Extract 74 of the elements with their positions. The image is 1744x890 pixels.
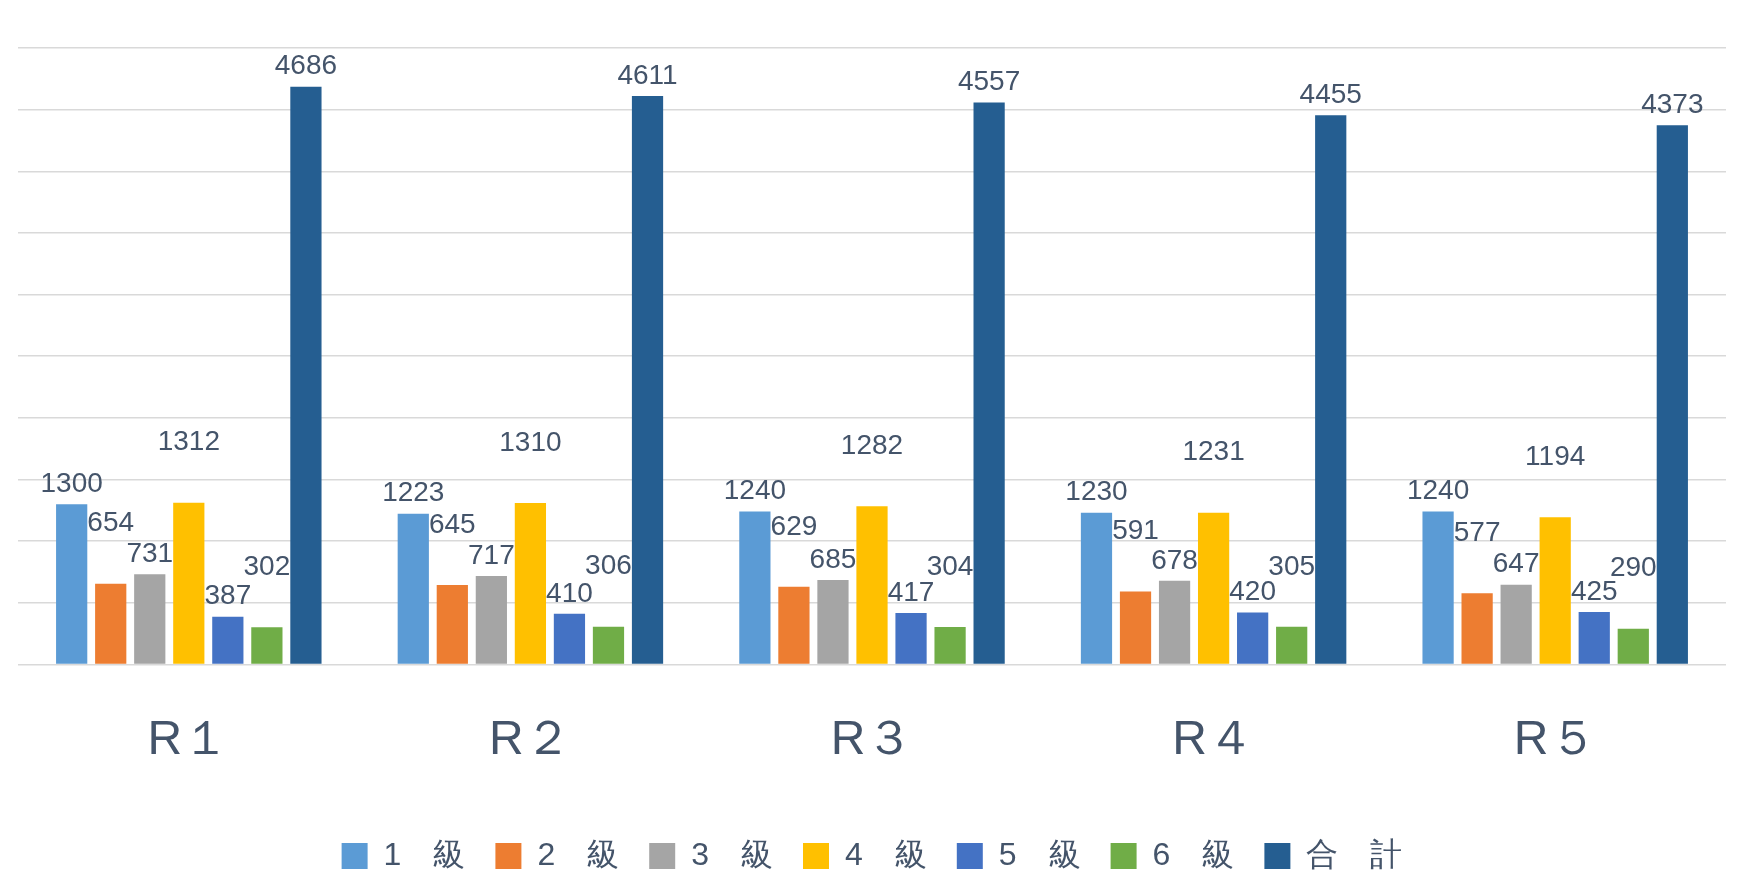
data-label: 591	[1112, 514, 1159, 546]
bar	[934, 626, 966, 664]
bar	[475, 576, 507, 664]
bar	[973, 102, 1005, 664]
bar	[1119, 591, 1152, 664]
data-label: 1310	[499, 425, 562, 457]
data-label: 731	[126, 537, 174, 568]
data-label: 4686	[274, 49, 338, 81]
bar	[817, 579, 849, 664]
x-tick-label: R３	[830, 711, 914, 765]
legend-label: 3 級	[691, 835, 773, 872]
bar	[56, 504, 88, 664]
bar	[631, 95, 664, 664]
bar	[1539, 517, 1571, 664]
legend-label: 1 級	[383, 835, 466, 872]
data-label: 1312	[157, 425, 220, 457]
data-label: 678	[1151, 543, 1198, 575]
legend-label: 4 級	[845, 835, 927, 872]
data-label: 4455	[1299, 77, 1362, 109]
data-label: 1230	[1065, 475, 1128, 507]
bar	[1158, 580, 1191, 664]
bar	[1197, 512, 1230, 664]
x-tick-label: R２	[489, 711, 572, 765]
bar	[592, 626, 625, 664]
data-label: 1300	[40, 466, 103, 498]
data-label: 1223	[382, 476, 445, 508]
data-label: 1282	[840, 429, 904, 461]
legend-label: 合 計	[1306, 835, 1403, 872]
bar	[553, 613, 586, 664]
bar	[1315, 115, 1347, 664]
data-label: 645	[428, 507, 476, 539]
bar	[290, 86, 322, 664]
data-label: 387	[204, 579, 252, 611]
data-label: 4611	[617, 58, 678, 90]
data-label: 1194	[1525, 439, 1586, 471]
bar	[1422, 511, 1454, 664]
legend-label: 2 級	[537, 835, 620, 872]
bar	[778, 586, 810, 664]
bar	[514, 502, 547, 664]
bar	[856, 506, 888, 664]
bar	[397, 513, 429, 664]
bar	[95, 583, 127, 664]
bar	[1237, 612, 1269, 664]
data-label: 1231	[1182, 435, 1245, 467]
bar	[436, 584, 468, 664]
bar	[1276, 626, 1308, 664]
data-label: 577	[1453, 515, 1501, 547]
x-tick-label: R１	[147, 711, 231, 765]
x-tick-label: R５	[1513, 711, 1597, 765]
data-label: 302	[243, 549, 291, 581]
bar	[1617, 628, 1649, 664]
data-label: 1240	[1406, 474, 1470, 506]
bar	[1656, 125, 1688, 664]
bar	[173, 502, 205, 664]
bar	[212, 616, 244, 664]
legend-label: 6 級	[1152, 835, 1235, 872]
bar	[1461, 593, 1493, 664]
data-label: 685	[809, 542, 857, 574]
data-label: 4557	[957, 65, 1021, 97]
data-label: 1240	[723, 474, 787, 506]
bar	[251, 627, 283, 664]
bar	[1500, 584, 1532, 664]
legend-label: 5 級	[998, 835, 1081, 872]
data-label: 654	[87, 506, 135, 538]
bar	[739, 511, 771, 664]
bar	[895, 612, 927, 664]
data-label: 629	[770, 509, 818, 541]
data-label: 4373	[1641, 88, 1704, 120]
bar	[1578, 612, 1610, 664]
x-tick-label: R４	[1172, 711, 1255, 765]
data-label: 717	[468, 538, 515, 570]
data-label: 647	[1492, 547, 1540, 579]
bar	[134, 574, 166, 664]
bar	[1080, 512, 1113, 664]
